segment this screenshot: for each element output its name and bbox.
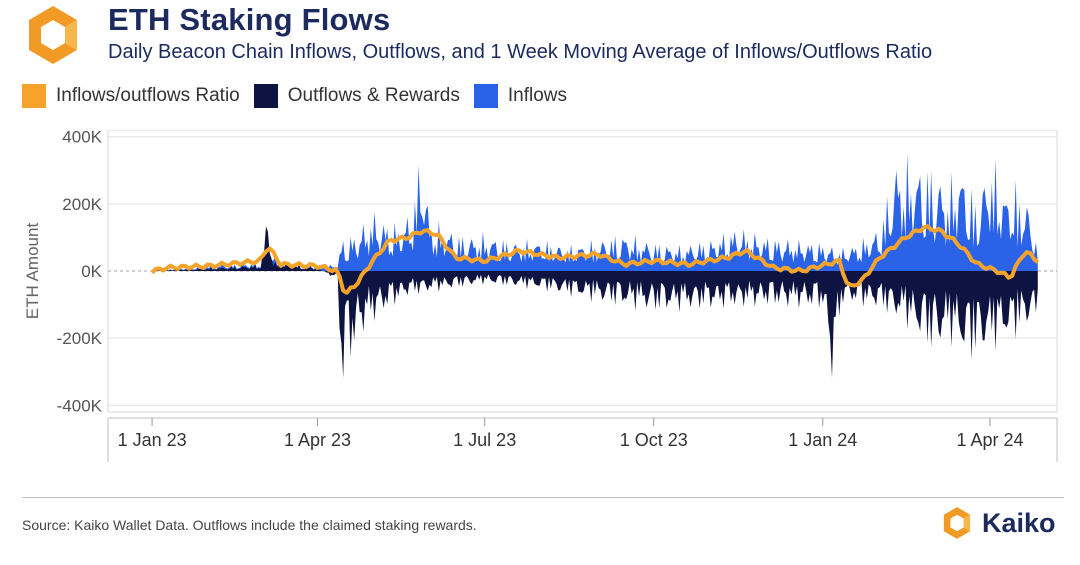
legend-swatch-inflows (473, 84, 498, 108)
chart-area: 400K 200K 0K -200K -400K ETH Amount 1 Jan 23 1 … (18, 130, 1058, 464)
legend-label-ratio: Inflows/outflows Ratio (56, 85, 240, 106)
legend-label-outflows: Outflows & Rewards (287, 85, 460, 106)
footer-divider (22, 497, 1064, 498)
brand-mark: Kaiko (940, 506, 1056, 540)
chart-title: ETH Staking Flows (108, 2, 391, 37)
legend-item-outflows: Outflows & Rewards (253, 84, 460, 108)
legend-swatch-outflows (253, 84, 278, 108)
source-note: Source: Kaiko Wallet Data. Outflows incl… (22, 517, 477, 533)
legend-item-inflows: Inflows (473, 84, 568, 108)
legend-swatch-ratio (22, 84, 46, 108)
kaiko-brand-icon (943, 507, 971, 539)
x-tick-label: 1 Jan 24 (788, 430, 857, 450)
x-tick-label: 1 Jan 23 (118, 430, 187, 450)
legend-item-ratio: Inflows/outflows Ratio (22, 84, 240, 108)
series-inflows-area (152, 153, 1038, 271)
y-tick-label: -400K (57, 396, 103, 415)
y-tick-label: 0K (81, 262, 102, 281)
y-tick-label: -200K (57, 329, 103, 348)
chart-svg: 400K 200K 0K -200K -400K ETH Amount 1 Jan 23 1 … (23, 130, 1058, 462)
x-tick-label: 1 Apr 24 (956, 430, 1023, 450)
chart-legend: Inflows/outflows Ratio Outflows & Reward… (22, 84, 581, 108)
series-ratio-line (150, 224, 1040, 295)
chart-subtitle: Daily Beacon Chain Inflows, Outflows, an… (108, 41, 933, 63)
y-tick-label: 200K (62, 195, 102, 214)
y-tick-label: 400K (62, 130, 102, 147)
x-tick-label: 1 Oct 23 (620, 430, 688, 450)
y-axis-label: ETH Amount (23, 223, 42, 320)
kaiko-logo-icon (29, 6, 77, 64)
x-tick-label: 1 Jul 23 (453, 430, 516, 450)
x-tick-label: 1 Apr 23 (284, 430, 351, 450)
brand-name: Kaiko (982, 507, 1056, 538)
legend-label-inflows: Inflows (507, 85, 568, 106)
